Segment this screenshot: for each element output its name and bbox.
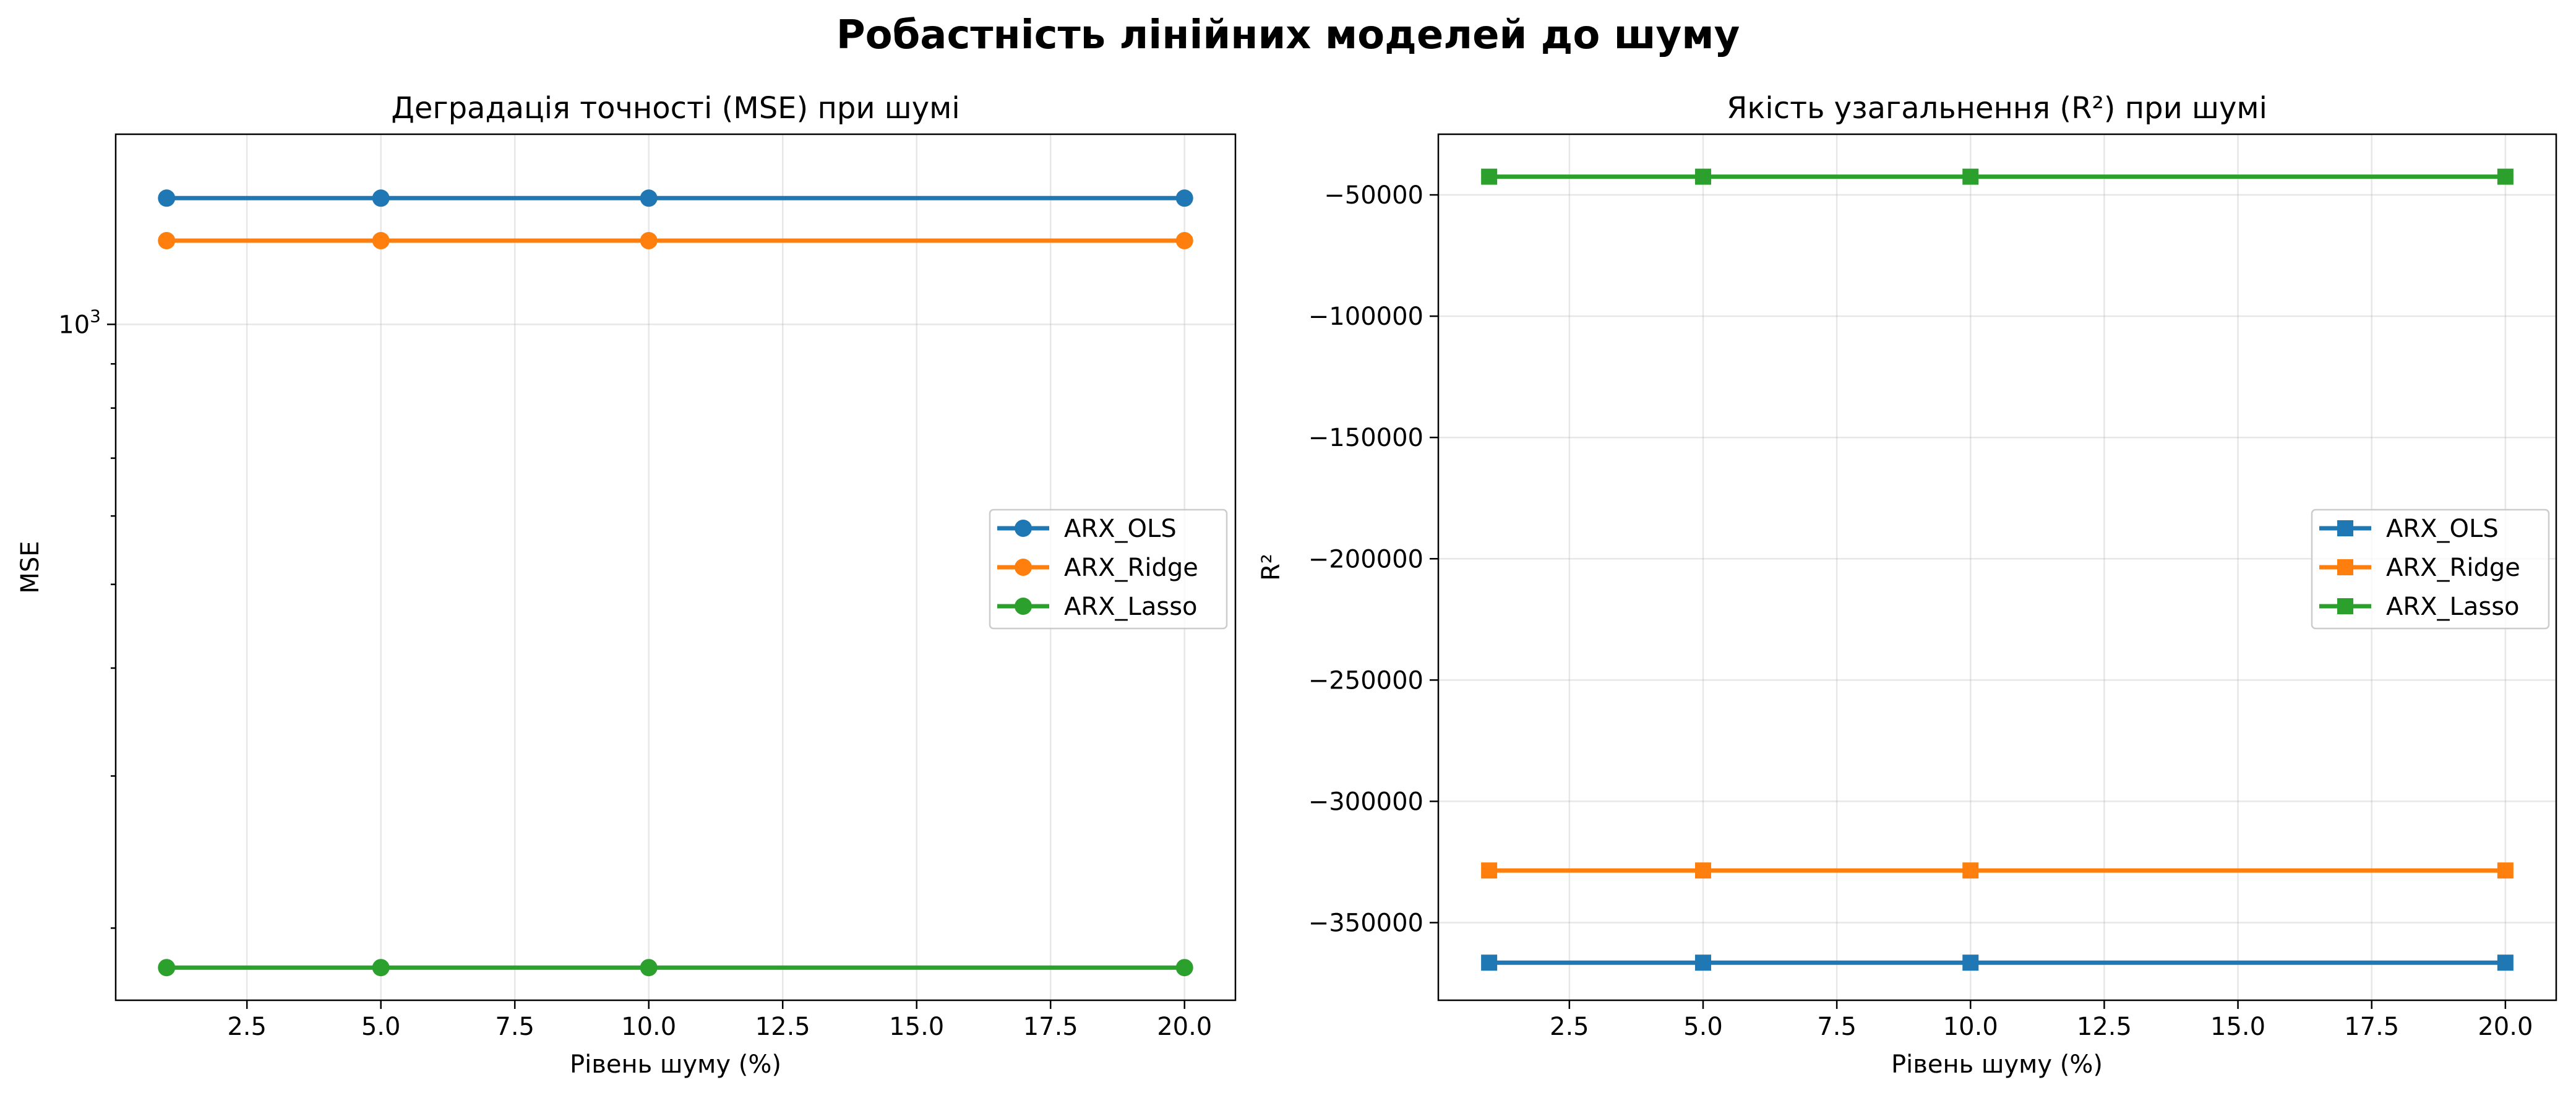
legend-label: ARX_Ridge [1064, 554, 1198, 582]
y-tick-label: −150000 [1308, 424, 1423, 452]
data-point-ARX_Lasso [1175, 959, 1193, 977]
y-tick-label: −200000 [1308, 545, 1423, 573]
data-point-ARX_Ridge [372, 232, 390, 250]
y-tick-label: −100000 [1308, 302, 1423, 331]
data-point-ARX_OLS [372, 189, 390, 207]
panel-title: Деградація точності (MSE) при шумі [391, 91, 960, 126]
x-axis-label: Рівень шуму (%) [570, 1050, 781, 1079]
legend-label: ARX_OLS [1064, 515, 1177, 543]
y-tick-label: −350000 [1308, 909, 1423, 938]
x-tick-label: 12.5 [755, 1013, 810, 1041]
data-point-ARX_OLS [1962, 954, 1979, 971]
y-tick-label: −300000 [1308, 787, 1423, 816]
data-point-ARX_Ridge [1694, 862, 1711, 879]
legend-swatch-marker [1015, 559, 1032, 576]
legend-label: ARX_Ridge [2386, 554, 2520, 582]
data-point-ARX_Ridge [158, 232, 176, 250]
x-axis-label: Рівень шуму (%) [1891, 1050, 2103, 1079]
y-tick-label: −250000 [1308, 666, 1423, 695]
y-tick-label: 103 [58, 306, 101, 339]
y-axis-label: MSE [16, 541, 45, 593]
legend-box [989, 508, 1228, 630]
x-tick-label: 10.0 [1943, 1013, 1998, 1041]
legend-swatch-marker [2337, 598, 2353, 614]
x-tick-label: 2.5 [227, 1013, 267, 1041]
x-tick-label: 17.5 [2344, 1013, 2399, 1041]
data-point-ARX_Lasso [1481, 168, 1498, 185]
data-point-ARX_Lasso [372, 959, 390, 977]
x-tick-label: 2.5 [1550, 1013, 1589, 1041]
data-point-ARX_Ridge [640, 232, 658, 250]
x-tick-label: 10.0 [621, 1013, 676, 1041]
data-point-ARX_OLS [158, 189, 176, 207]
y-tick-label: −50000 [1324, 181, 1423, 210]
x-tick-label: 15.0 [889, 1013, 944, 1041]
data-point-ARX_OLS [1481, 954, 1498, 971]
legend-label: ARX_OLS [2386, 515, 2499, 543]
y-axis-label: R² [1257, 554, 1286, 581]
legend-label: ARX_Lasso [1064, 593, 1198, 621]
x-tick-label: 20.0 [1157, 1013, 1212, 1041]
data-point-ARX_OLS [1694, 954, 1711, 971]
x-tick-label: 5.0 [361, 1013, 401, 1041]
legend-swatch-marker [1015, 598, 1032, 615]
data-point-ARX_Ridge [1175, 232, 1193, 250]
data-point-ARX_Lasso [1962, 168, 1979, 185]
legend-swatch-marker [2337, 559, 2353, 575]
data-point-ARX_Ridge [1481, 862, 1498, 879]
data-point-ARX_OLS [2497, 954, 2514, 971]
legend-swatch-marker [1015, 520, 1032, 537]
x-tick-label: 12.5 [2077, 1013, 2132, 1041]
legend-swatch-marker [2337, 520, 2353, 536]
r2-panel: Якість узагальнення (R²) при шумі 2.5 5.0… [1257, 91, 2557, 1079]
legend-box [2311, 508, 2550, 630]
data-point-ARX_Lasso [158, 959, 176, 977]
data-point-ARX_Lasso [1694, 168, 1711, 185]
x-tick-label: 20.0 [2478, 1013, 2533, 1041]
data-point-ARX_Lasso [640, 959, 658, 977]
legend-label: ARX_Lasso [2386, 593, 2520, 621]
x-tick-label: 7.5 [495, 1013, 535, 1041]
x-tick-label: 7.5 [1817, 1013, 1857, 1041]
plot-frame [1437, 133, 2557, 1001]
data-point-ARX_OLS [1175, 189, 1193, 207]
mse-panel: Деградація точності (MSE) при шумі 2.5 5.… [16, 91, 1237, 1079]
data-point-ARX_Ridge [2497, 862, 2514, 879]
data-point-ARX_OLS [640, 189, 658, 207]
x-tick-label: 5.0 [1683, 1013, 1723, 1041]
figure-title: Робастність лінійних моделей до шуму [836, 12, 1740, 58]
data-point-ARX_Lasso [2497, 168, 2514, 185]
x-tick-label: 17.5 [1023, 1013, 1078, 1041]
data-point-ARX_Ridge [1962, 862, 1979, 879]
panel-title: Якість узагальнення (R²) при шумі [1727, 91, 2267, 126]
plot-frame [114, 133, 1237, 1001]
x-tick-label: 15.0 [2210, 1013, 2265, 1041]
